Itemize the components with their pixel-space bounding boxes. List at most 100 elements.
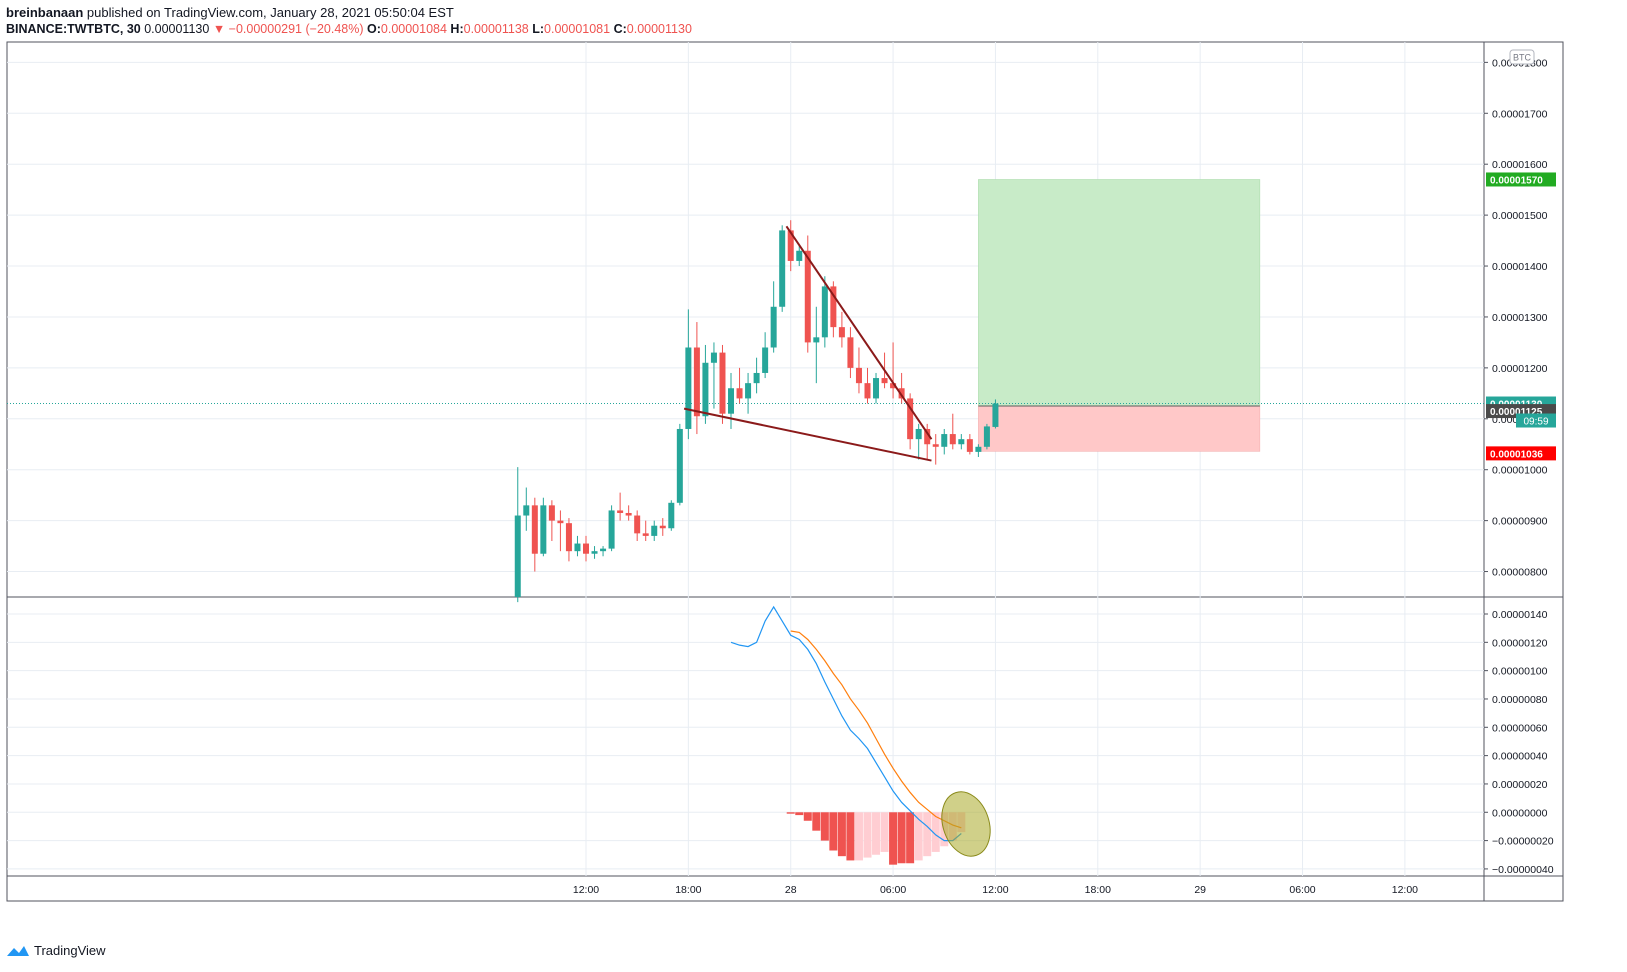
price-label-text: 0.00001125 xyxy=(1490,407,1543,418)
candle-down[interactable] xyxy=(693,347,700,417)
tradingview-footer[interactable]: TradingView xyxy=(6,943,106,958)
macd-tick-label: 0.00000080 xyxy=(1492,694,1548,706)
publish-header: breinbanaan published on TradingView.com… xyxy=(6,5,454,20)
candle-down[interactable] xyxy=(736,388,743,399)
candle-down[interactable] xyxy=(949,434,956,445)
candle-up[interactable] xyxy=(540,505,547,554)
time-tick-label: 28 xyxy=(785,884,797,896)
candle-up[interactable] xyxy=(779,230,786,307)
candle-up[interactable] xyxy=(676,428,683,503)
candle-up[interactable] xyxy=(992,403,999,427)
price-tick-label: 0.00001000 xyxy=(1492,465,1548,477)
stop-loss-zone[interactable] xyxy=(978,405,1261,452)
macd-histogram-bar xyxy=(846,812,855,861)
currency-badge-label: BTC xyxy=(1513,53,1532,63)
close-label: C: xyxy=(613,22,627,36)
candle-down[interactable] xyxy=(898,388,905,399)
candle-down[interactable] xyxy=(924,428,931,445)
macd-histogram-bar xyxy=(854,812,863,861)
upper-trendline[interactable] xyxy=(785,225,933,440)
tradingview-logo-icon xyxy=(7,945,29,956)
low-label: L: xyxy=(532,22,545,36)
candle-up[interactable] xyxy=(753,372,760,384)
candle-up[interactable] xyxy=(685,347,692,429)
candle-down[interactable] xyxy=(659,525,666,529)
candle-down[interactable] xyxy=(787,230,794,261)
down-arrow-icon: ▼ xyxy=(212,22,226,36)
candle-up[interactable] xyxy=(702,362,709,417)
candle-up[interactable] xyxy=(523,505,530,516)
countdown-tag xyxy=(1516,413,1556,428)
candle-down[interactable] xyxy=(838,327,845,338)
profit-zone[interactable] xyxy=(978,179,1261,407)
candle-up[interactable] xyxy=(873,378,880,399)
highlight-ellipse[interactable] xyxy=(934,786,998,863)
candle-up[interactable] xyxy=(514,515,521,597)
candle-up[interactable] xyxy=(770,306,777,348)
candle-up[interactable] xyxy=(608,510,615,549)
candle-up[interactable] xyxy=(600,548,607,552)
candle-down[interactable] xyxy=(804,250,811,343)
symbol-label[interactable]: BINANCE:TWTBTC, 30 xyxy=(6,22,141,36)
candle-up[interactable] xyxy=(762,347,769,373)
candle-up[interactable] xyxy=(941,434,948,447)
candle-down[interactable] xyxy=(548,505,555,521)
macd-histogram-bar xyxy=(863,812,872,858)
candle-up[interactable] xyxy=(728,388,735,414)
currency-badge[interactable] xyxy=(1509,49,1535,65)
time-tick-label: 18:00 xyxy=(675,884,701,896)
macd-histogram-bar xyxy=(931,812,940,852)
candle-up[interactable] xyxy=(813,337,820,343)
candle-up[interactable] xyxy=(745,383,752,399)
countdown-text: 09:59 xyxy=(1523,417,1548,428)
candle-up[interactable] xyxy=(821,286,828,338)
candle-down[interactable] xyxy=(830,286,837,328)
candle-up[interactable] xyxy=(958,439,965,445)
chart-frame xyxy=(6,41,1564,902)
open-value: 0.00001084 xyxy=(380,22,447,36)
candle-up[interactable] xyxy=(983,426,990,447)
candle-down[interactable] xyxy=(625,512,632,516)
candle-up[interactable] xyxy=(975,446,982,452)
candle-down[interactable] xyxy=(855,367,862,384)
signal-line[interactable] xyxy=(790,630,962,829)
candle-up[interactable] xyxy=(915,428,922,440)
price-tick-label: 0.00000800 xyxy=(1492,567,1548,579)
author-name[interactable]: breinbanaan xyxy=(6,5,84,20)
candle-up[interactable] xyxy=(651,525,658,536)
candle-up[interactable] xyxy=(668,502,675,529)
candle-down[interactable] xyxy=(890,383,897,389)
open-label: O: xyxy=(367,22,381,36)
candle-up[interactable] xyxy=(796,250,803,261)
price-tick-label: 0.00001600 xyxy=(1492,159,1548,171)
candle-down[interactable] xyxy=(565,523,572,552)
candle-down[interactable] xyxy=(557,520,564,524)
candle-up[interactable] xyxy=(710,352,717,363)
low-value: 0.00001081 xyxy=(544,22,611,36)
candle-down[interactable] xyxy=(881,378,888,384)
time-tick-label: 12:00 xyxy=(1392,884,1418,896)
candle-down[interactable] xyxy=(634,515,641,534)
tradingview-brand: TradingView xyxy=(34,943,106,958)
candle-up[interactable] xyxy=(574,543,581,552)
candle-down[interactable] xyxy=(966,439,973,452)
candle-down[interactable] xyxy=(864,383,871,399)
candle-down[interactable] xyxy=(907,398,914,440)
candle-down[interactable] xyxy=(847,337,854,368)
macd-tick-label: 0.00000120 xyxy=(1492,637,1548,649)
macd-line[interactable] xyxy=(730,605,962,842)
candle-down[interactable] xyxy=(583,543,589,554)
candle-down[interactable] xyxy=(719,352,726,414)
macd-histogram-bar xyxy=(906,812,915,864)
macd-histogram-bar xyxy=(923,812,932,857)
candle-down[interactable] xyxy=(531,505,538,554)
candle-down[interactable] xyxy=(932,444,939,447)
candle-up[interactable] xyxy=(591,551,598,554)
time-tick-label: 29 xyxy=(1194,884,1206,896)
macd-tick-label: −0.00000020 xyxy=(1492,836,1554,848)
candle-down[interactable] xyxy=(617,510,624,513)
candle-down[interactable] xyxy=(642,533,649,536)
lower-trendline[interactable] xyxy=(683,407,932,462)
macd-histogram-bar xyxy=(889,812,898,865)
